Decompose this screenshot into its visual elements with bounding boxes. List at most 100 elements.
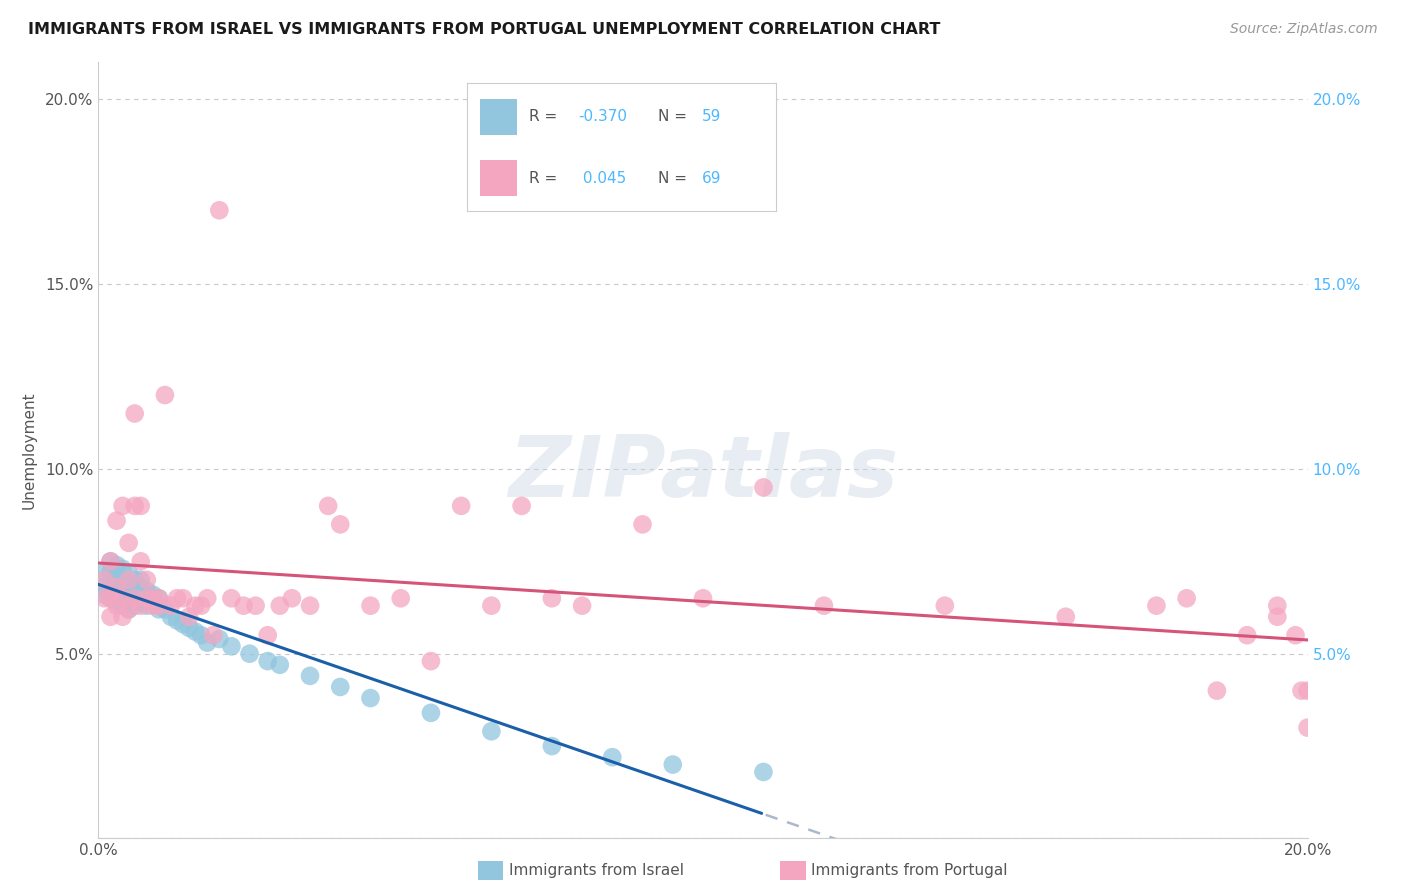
- Point: [540, 739, 562, 753]
- Point: [100, 609, 122, 624]
- Point: [93, 566, 115, 580]
- Point: [752, 480, 775, 494]
- Point: [1296, 683, 1319, 698]
- Point: [100, 591, 122, 606]
- Point: [179, 621, 201, 635]
- Point: [124, 591, 146, 606]
- Point: [692, 591, 714, 606]
- Point: [129, 599, 152, 613]
- Point: [1175, 591, 1198, 606]
- Text: Source: ZipAtlas.com: Source: ZipAtlas.com: [1230, 22, 1378, 37]
- Text: Immigrants from Portugal: Immigrants from Portugal: [811, 863, 1008, 878]
- Point: [1296, 721, 1319, 735]
- Point: [1206, 683, 1229, 698]
- Point: [100, 554, 122, 568]
- Point: [172, 617, 194, 632]
- Point: [420, 706, 443, 720]
- Point: [118, 602, 141, 616]
- Point: [184, 624, 207, 639]
- Point: [450, 499, 472, 513]
- Point: [100, 591, 122, 606]
- Point: [172, 591, 194, 606]
- Point: [105, 569, 128, 583]
- Point: [111, 499, 134, 513]
- Point: [100, 554, 122, 568]
- Point: [179, 609, 201, 624]
- Point: [111, 609, 134, 624]
- Point: [100, 580, 122, 594]
- Point: [118, 576, 141, 591]
- Point: [281, 591, 304, 606]
- Point: [105, 580, 128, 594]
- Point: [934, 599, 956, 613]
- Point: [135, 573, 157, 587]
- Point: [129, 554, 152, 568]
- Point: [148, 602, 170, 616]
- Point: [129, 588, 152, 602]
- Point: [124, 573, 146, 587]
- Point: [142, 595, 165, 609]
- Point: [269, 599, 291, 613]
- Point: [118, 566, 141, 580]
- Point: [129, 595, 152, 609]
- Point: [221, 591, 243, 606]
- Point: [118, 573, 141, 587]
- Point: [124, 599, 146, 613]
- Point: [129, 573, 152, 587]
- Point: [190, 599, 212, 613]
- Point: [111, 562, 134, 576]
- Point: [360, 599, 382, 613]
- Point: [299, 599, 322, 613]
- Point: [111, 580, 134, 594]
- Point: [105, 576, 128, 591]
- Point: [752, 764, 775, 779]
- Point: [1267, 609, 1289, 624]
- Point: [148, 591, 170, 606]
- Point: [221, 640, 243, 654]
- Point: [129, 580, 152, 594]
- Point: [245, 599, 267, 613]
- Point: [142, 591, 165, 606]
- Point: [135, 599, 157, 613]
- Point: [510, 499, 533, 513]
- Point: [1267, 599, 1289, 613]
- Point: [93, 573, 115, 587]
- Point: [118, 591, 141, 606]
- Point: [118, 583, 141, 598]
- Point: [481, 724, 503, 739]
- Point: [813, 599, 835, 613]
- Point: [329, 680, 352, 694]
- Text: Immigrants from Israel: Immigrants from Israel: [509, 863, 683, 878]
- Point: [571, 599, 593, 613]
- Point: [111, 588, 134, 602]
- Point: [389, 591, 412, 606]
- Point: [420, 654, 443, 668]
- Point: [195, 635, 218, 649]
- Point: [256, 628, 278, 642]
- Point: [239, 647, 262, 661]
- Text: ZIPatlas: ZIPatlas: [508, 433, 898, 516]
- Point: [256, 654, 278, 668]
- Point: [661, 757, 683, 772]
- Point: [329, 517, 352, 532]
- Point: [1144, 599, 1167, 613]
- Point: [142, 588, 165, 602]
- Point: [135, 591, 157, 606]
- Point: [153, 602, 176, 616]
- Point: [166, 591, 188, 606]
- Point: [105, 595, 128, 609]
- Point: [160, 599, 183, 613]
- Point: [481, 599, 503, 613]
- Point: [195, 591, 218, 606]
- Point: [124, 591, 146, 606]
- Point: [631, 517, 654, 532]
- Point: [148, 599, 170, 613]
- Y-axis label: Unemployment: Unemployment: [22, 392, 37, 509]
- Point: [135, 583, 157, 598]
- Point: [118, 602, 141, 616]
- Point: [93, 591, 115, 606]
- Point: [269, 657, 291, 672]
- Point: [540, 591, 562, 606]
- Point: [135, 591, 157, 606]
- Point: [93, 588, 115, 602]
